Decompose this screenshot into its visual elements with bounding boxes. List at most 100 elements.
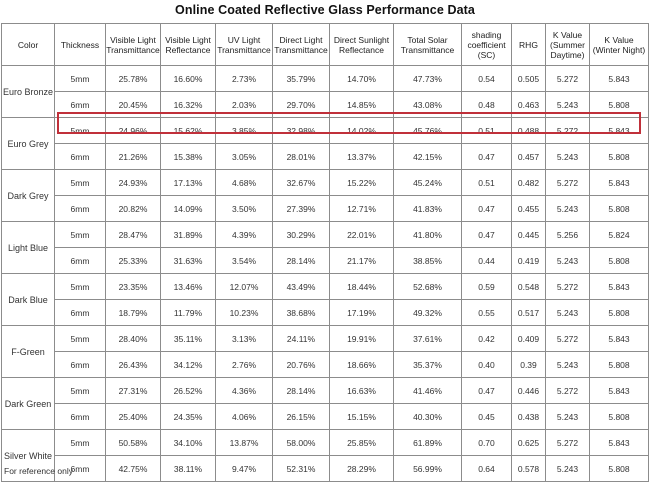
table-cell: 0.51 — [461, 169, 512, 196]
table-row: 6mm 18.79% 11.79% 10.23% 38.68% 17.19% 49.32% 0… — [2, 299, 649, 326]
table-cell: 9.47% — [215, 455, 273, 482]
table-cell: 5.843 — [589, 117, 649, 144]
footnote: For reference only — [4, 466, 73, 476]
table-cell: 16.63% — [329, 377, 394, 404]
table-row: 6mm 20.82% 14.09% 3.50% 27.39% 12.71% 41.83% 0.… — [2, 195, 649, 222]
thickness-cell: 6mm — [54, 143, 106, 170]
table-cell: 31.63% — [160, 247, 216, 274]
table-cell: 5.243 — [545, 351, 590, 378]
table-cell: 0.45 — [461, 403, 512, 430]
table-cell: 0.517 — [511, 299, 546, 326]
column-header: Total Solar Transmittance — [393, 23, 462, 66]
table-cell: 18.44% — [329, 273, 394, 300]
table-cell: 27.39% — [272, 195, 330, 222]
table-cell: 0.505 — [511, 65, 546, 92]
table-row: 6mm 21.26% 15.38% 3.05% 28.01% 13.37% 42.15% 0.… — [2, 143, 649, 170]
table-cell: 5.243 — [545, 455, 590, 482]
table-cell: 50.58% — [105, 429, 161, 456]
color-cell: Silver White — [1, 429, 55, 482]
table-cell: 0.40 — [461, 351, 512, 378]
table-cell: 24.35% — [160, 403, 216, 430]
table-cell: 4.06% — [215, 403, 273, 430]
color-cell: Dark Blue — [1, 273, 55, 326]
table-cell: 13.37% — [329, 143, 394, 170]
table-cell: 24.96% — [105, 117, 161, 144]
table-cell: 16.32% — [160, 91, 216, 118]
table-cell: 26.15% — [272, 403, 330, 430]
performance-table: Color Thickness Visible Light Transmitta… — [1, 23, 649, 482]
table-cell: 5.272 — [545, 377, 590, 404]
column-header: Direct Sunlight Reflectance — [329, 23, 394, 66]
table-cell: 18.79% — [105, 299, 161, 326]
table-cell: 52.31% — [272, 455, 330, 482]
table-cell: 0.409 — [511, 325, 546, 352]
table-cell: 5.272 — [545, 325, 590, 352]
color-cell: Light Blue — [1, 221, 55, 274]
table-cell: 0.445 — [511, 221, 546, 248]
table-cell: 4.39% — [215, 221, 273, 248]
table-cell: 35.37% — [393, 351, 462, 378]
table-cell: 52.68% — [393, 273, 462, 300]
column-header: Thickness — [54, 23, 106, 66]
table-cell: 23.35% — [105, 273, 161, 300]
table-cell: 35.11% — [160, 325, 216, 352]
table-cell: 2.76% — [215, 351, 273, 378]
table-cell: 0.51 — [461, 117, 512, 144]
page-title: Online Coated Reflective Glass Performan… — [175, 3, 475, 17]
table-cell: 38.11% — [160, 455, 216, 482]
table-cell: 3.54% — [215, 247, 273, 274]
table-cell: 12.71% — [329, 195, 394, 222]
thickness-cell: 6mm — [54, 91, 106, 118]
table-cell: 34.12% — [160, 351, 216, 378]
table-row: 6mm 42.75% 38.11% 9.47% 52.31% 28.29% 56.99% 0.… — [2, 455, 649, 482]
table-cell: 20.82% — [105, 195, 161, 222]
table-cell: 21.17% — [329, 247, 394, 274]
table-cell: 5.243 — [545, 403, 590, 430]
table-row: 6mm 25.40% 24.35% 4.06% 26.15% 15.15% 40.30% 0.… — [2, 403, 649, 430]
table-cell: 21.26% — [105, 143, 161, 170]
table-cell: 0.55 — [461, 299, 512, 326]
table-cell: 5.808 — [589, 299, 649, 326]
table-cell: 37.61% — [393, 325, 462, 352]
table-cell: 0.48 — [461, 91, 512, 118]
column-header: Direct Light Transmittance — [272, 23, 330, 66]
table-cell: 2.03% — [215, 91, 273, 118]
table-cell: 32.98% — [272, 117, 330, 144]
table-cell: 31.89% — [160, 221, 216, 248]
table-cell: 0.42 — [461, 325, 512, 352]
table-cell: 25.78% — [105, 65, 161, 92]
table-cell: 14.09% — [160, 195, 216, 222]
table-cell: 30.29% — [272, 221, 330, 248]
thickness-cell: 5mm — [54, 429, 106, 456]
table-cell: 28.14% — [272, 247, 330, 274]
table-cell: 3.05% — [215, 143, 273, 170]
table-cell: 5.243 — [545, 195, 590, 222]
table-cell: 5.243 — [545, 91, 590, 118]
table-cell: 15.38% — [160, 143, 216, 170]
table-cell: 2.73% — [215, 65, 273, 92]
table-cell: 0.54 — [461, 65, 512, 92]
table-cell: 25.33% — [105, 247, 161, 274]
table-cell: 0.578 — [511, 455, 546, 482]
table-cell: 0.70 — [461, 429, 512, 456]
column-header: Color — [1, 23, 55, 66]
table-cell: 42.15% — [393, 143, 462, 170]
table-cell: 5.272 — [545, 273, 590, 300]
thickness-cell: 5mm — [54, 221, 106, 248]
table-row: Euro Grey 5mm 24.96% 15.62% 3.85% 32.98% 14.02… — [1, 117, 649, 170]
table-cell: 10.23% — [215, 299, 273, 326]
table-cell: 14.85% — [329, 91, 394, 118]
thickness-cell: 6mm — [54, 403, 106, 430]
color-cell: Dark Grey — [1, 169, 55, 222]
table-cell: 38.68% — [272, 299, 330, 326]
table-row: Silver White 5mm 50.58% 34.10% 13.87% 58.00% 2… — [1, 429, 649, 482]
table-cell: 3.50% — [215, 195, 273, 222]
table-row: Euro Bronze 5mm 25.78% 16.60% 2.73% 35.79% 14.… — [1, 65, 649, 118]
table-cell: 14.70% — [329, 65, 394, 92]
color-cell: Euro Grey — [1, 117, 55, 170]
table-cell: 5.272 — [545, 429, 590, 456]
table-cell: 5.243 — [545, 143, 590, 170]
column-header: K Value (Winter Night) — [589, 23, 649, 66]
table-cell: 0.446 — [511, 377, 546, 404]
table-row: 6mm 20.45% 16.32% 2.03% 29.70% 14.85% 43.08% 0.… — [2, 91, 649, 118]
